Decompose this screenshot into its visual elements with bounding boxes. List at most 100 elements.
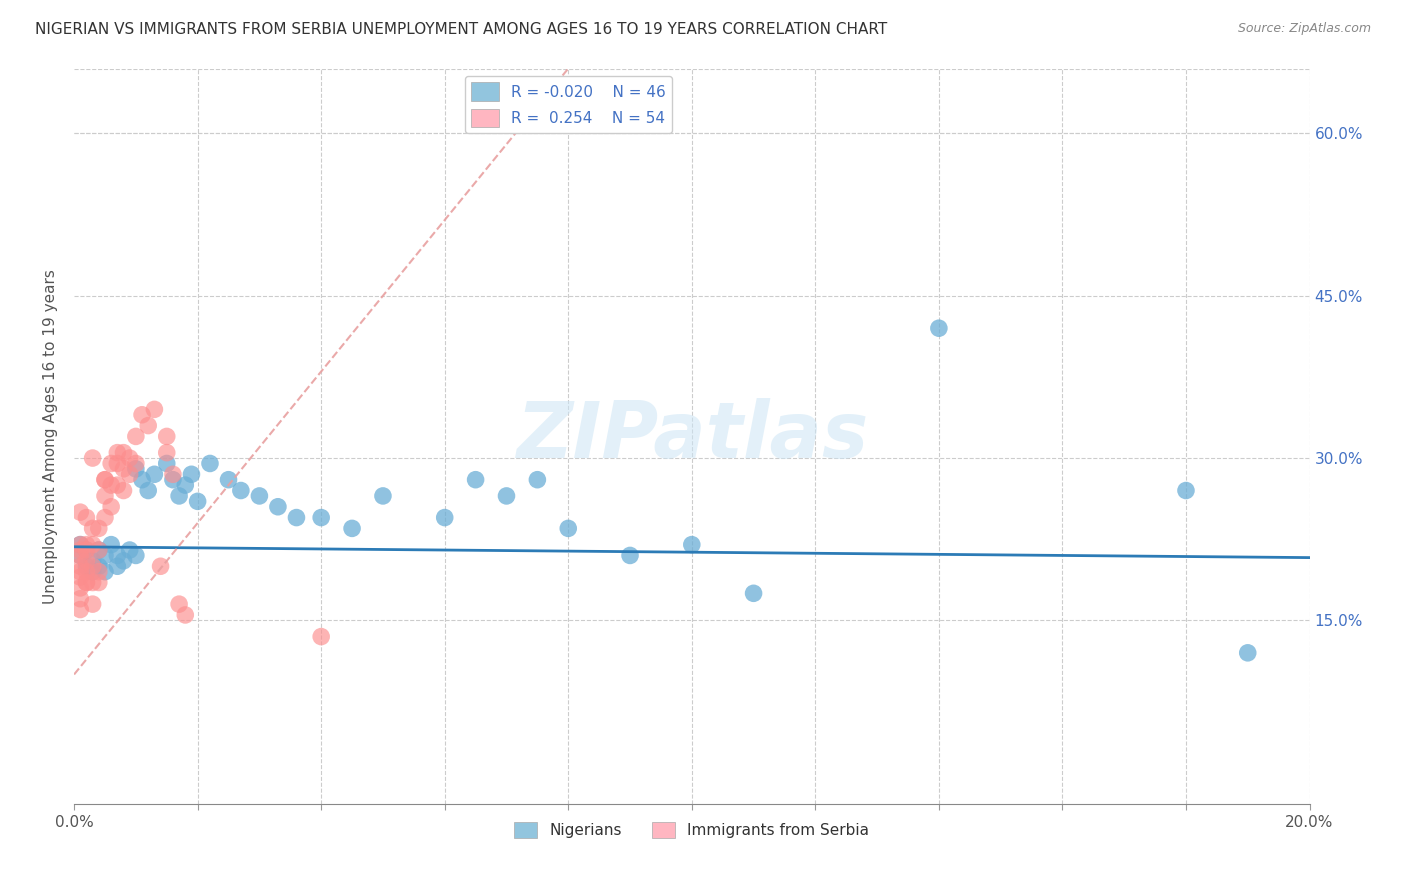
Point — [87, 521, 110, 535]
Point — [82, 521, 104, 535]
Point — [69, 581, 91, 595]
Point — [681, 538, 703, 552]
Point — [125, 429, 148, 443]
Point — [82, 597, 104, 611]
Point — [105, 457, 128, 471]
Point — [118, 451, 141, 466]
Point — [149, 559, 172, 574]
Point — [100, 538, 122, 552]
Point — [131, 473, 153, 487]
Point — [143, 467, 166, 482]
Point — [87, 575, 110, 590]
Point — [94, 473, 117, 487]
Point — [112, 483, 135, 498]
Point — [619, 549, 641, 563]
Point — [75, 559, 97, 574]
Point — [125, 462, 148, 476]
Point — [87, 543, 110, 558]
Point — [131, 408, 153, 422]
Point — [82, 451, 104, 466]
Point — [75, 543, 97, 558]
Point — [218, 473, 240, 487]
Point — [94, 565, 117, 579]
Point — [526, 473, 548, 487]
Point — [69, 549, 91, 563]
Point — [69, 570, 91, 584]
Point — [742, 586, 765, 600]
Point — [94, 489, 117, 503]
Point — [143, 402, 166, 417]
Point — [125, 457, 148, 471]
Point — [464, 473, 486, 487]
Point — [87, 559, 110, 574]
Point — [285, 510, 308, 524]
Text: ZIPatlas: ZIPatlas — [516, 399, 868, 475]
Point — [495, 489, 517, 503]
Point — [87, 565, 110, 579]
Point — [75, 538, 97, 552]
Point — [229, 483, 252, 498]
Point — [75, 510, 97, 524]
Point — [100, 457, 122, 471]
Point — [82, 565, 104, 579]
Point — [247, 489, 270, 503]
Point — [156, 429, 179, 443]
Point — [75, 575, 97, 590]
Point — [75, 543, 97, 558]
Point — [1236, 646, 1258, 660]
Point — [433, 510, 456, 524]
Point — [100, 478, 122, 492]
Point — [69, 549, 91, 563]
Point — [187, 494, 209, 508]
Point — [136, 418, 159, 433]
Point — [174, 478, 197, 492]
Point — [112, 554, 135, 568]
Point — [105, 559, 128, 574]
Point — [82, 554, 104, 568]
Point — [1175, 483, 1198, 498]
Point — [180, 467, 202, 482]
Point — [94, 549, 117, 563]
Point — [309, 510, 332, 524]
Point — [75, 554, 97, 568]
Text: NIGERIAN VS IMMIGRANTS FROM SERBIA UNEMPLOYMENT AMONG AGES 16 TO 19 YEARS CORREL: NIGERIAN VS IMMIGRANTS FROM SERBIA UNEMP… — [35, 22, 887, 37]
Point — [167, 597, 190, 611]
Point — [82, 559, 104, 574]
Point — [112, 445, 135, 459]
Legend: Nigerians, Immigrants from Serbia: Nigerians, Immigrants from Serbia — [508, 816, 876, 845]
Point — [69, 565, 91, 579]
Point — [557, 521, 579, 535]
Point — [928, 321, 950, 335]
Point — [75, 565, 97, 579]
Point — [167, 489, 190, 503]
Point — [69, 505, 91, 519]
Point — [125, 549, 148, 563]
Point — [82, 538, 104, 552]
Point — [82, 575, 104, 590]
Point — [87, 543, 110, 558]
Point — [118, 543, 141, 558]
Point — [162, 467, 184, 482]
Point — [136, 483, 159, 498]
Point — [156, 445, 179, 459]
Point — [69, 538, 91, 552]
Point — [105, 549, 128, 563]
Point — [94, 510, 117, 524]
Point — [94, 473, 117, 487]
Point — [75, 575, 97, 590]
Point — [371, 489, 394, 503]
Point — [69, 602, 91, 616]
Point — [105, 478, 128, 492]
Point — [100, 500, 122, 514]
Point — [309, 630, 332, 644]
Point — [198, 457, 221, 471]
Point — [112, 462, 135, 476]
Y-axis label: Unemployment Among Ages 16 to 19 years: Unemployment Among Ages 16 to 19 years — [44, 269, 58, 604]
Point — [162, 473, 184, 487]
Point — [118, 467, 141, 482]
Point — [69, 538, 91, 552]
Point — [340, 521, 363, 535]
Point — [156, 457, 179, 471]
Text: Source: ZipAtlas.com: Source: ZipAtlas.com — [1237, 22, 1371, 36]
Point — [69, 559, 91, 574]
